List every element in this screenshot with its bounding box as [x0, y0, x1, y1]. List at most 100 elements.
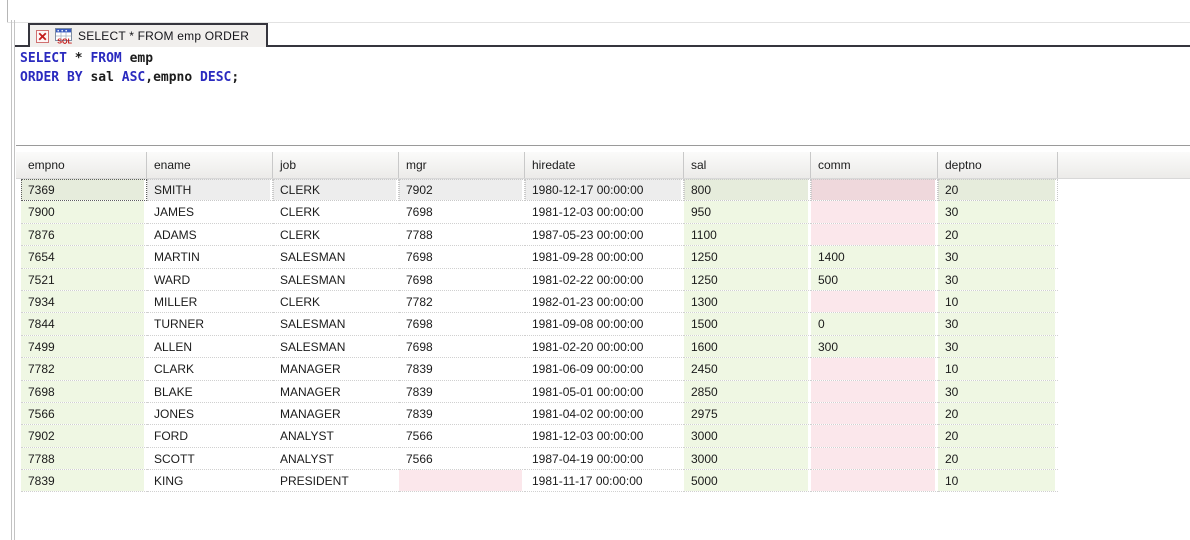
grid-cell-job[interactable]: CLERK	[273, 201, 399, 224]
table-row[interactable]: 7499 ALLEN SALESMAN 7698 1981-02-20 00:00:00…	[16, 335, 1190, 359]
grid-cell-sal[interactable]: 1250	[684, 246, 811, 269]
grid-cell-ename[interactable]: JONES	[147, 402, 273, 426]
grid-cell-job[interactable]: SALESMAN	[273, 313, 399, 336]
grid-cell-hiredate[interactable]: 1981-12-03 00:00:00	[525, 201, 684, 224]
grid-cell-deptno[interactable]: 30	[938, 246, 1058, 269]
grid-cell-empno[interactable]: 7654	[21, 246, 147, 269]
grid-cell-mgr[interactable]: 7839	[399, 402, 525, 426]
table-row[interactable]: 7521 WARD SALESMAN 7698 1981-02-22 00:00:00 1…	[16, 268, 1190, 291]
grid-cell-sal[interactable]: 1600	[684, 335, 811, 359]
grid-cell-ename[interactable]: WARD	[147, 268, 273, 291]
grid-cell-job[interactable]: CLERK	[273, 179, 399, 202]
grid-cell-empno[interactable]: 7782	[21, 358, 147, 381]
grid-cell-ename[interactable]: SCOTT	[147, 447, 273, 471]
grid-cell-job[interactable]: MANAGER	[273, 402, 399, 426]
table-row[interactable]: 7902 FORD ANALYST 7566 1981-12-03 00:00:00 30…	[16, 425, 1190, 448]
grid-cell-comm[interactable]: 0	[811, 313, 938, 336]
grid-cell-mgr[interactable]: 7566	[399, 447, 525, 471]
grid-cell-empno[interactable]: 7788	[21, 447, 147, 471]
grid-cell-deptno[interactable]: 20	[938, 447, 1058, 471]
grid-cell-sal[interactable]: 800	[684, 179, 811, 202]
grid-cell-mgr[interactable]: 7698	[399, 201, 525, 224]
tab-sql-statement[interactable]: SQL SELECT * FROM emp ORDER	[28, 23, 268, 47]
grid-cell-empno[interactable]: 7839	[21, 470, 147, 493]
grid-cell-comm[interactable]	[811, 179, 938, 202]
grid-cell-hiredate[interactable]: 1981-11-17 00:00:00	[525, 470, 684, 493]
grid-cell-sal[interactable]: 950	[684, 201, 811, 224]
column-header-hiredate[interactable]: hiredate	[525, 152, 684, 178]
grid-cell-sal[interactable]: 2850	[684, 380, 811, 403]
grid-cell-comm[interactable]	[811, 425, 938, 448]
grid-cell-job[interactable]: CLERK	[273, 290, 399, 314]
grid-cell-job[interactable]: SALESMAN	[273, 335, 399, 359]
grid-cell-ename[interactable]: KING	[147, 470, 273, 493]
table-row[interactable]: 7698 BLAKE MANAGER 7839 1981-05-01 00:00:00 2…	[16, 380, 1190, 403]
table-row[interactable]: 7844 TURNER SALESMAN 7698 1981-09-08 00:00:0…	[16, 313, 1190, 336]
column-header-sal[interactable]: sal	[684, 152, 811, 178]
grid-cell-hiredate[interactable]: 1981-02-22 00:00:00	[525, 268, 684, 291]
column-header-job[interactable]: job	[273, 152, 399, 178]
column-header-empno[interactable]: empno	[21, 152, 147, 178]
grid-cell-ename[interactable]: FORD	[147, 425, 273, 448]
grid-cell-job[interactable]: PRESIDENT	[273, 470, 399, 493]
grid-cell-ename[interactable]: ADAMS	[147, 223, 273, 247]
grid-cell-comm[interactable]	[811, 402, 938, 426]
grid-cell-hiredate[interactable]: 1981-06-09 00:00:00	[525, 358, 684, 381]
grid-cell-job[interactable]: SALESMAN	[273, 246, 399, 269]
grid-cell-empno[interactable]: 7844	[21, 313, 147, 336]
sql-editor[interactable]: SELECT * FROM emp ORDER BY sal ASC,empno …	[16, 47, 1190, 146]
grid-cell-ename[interactable]: ALLEN	[147, 335, 273, 359]
grid-cell-hiredate[interactable]: 1981-02-20 00:00:00	[525, 335, 684, 359]
grid-cell-empno[interactable]: 7521	[21, 268, 147, 291]
grid-cell-ename[interactable]: CLARK	[147, 358, 273, 381]
grid-cell-comm[interactable]	[811, 290, 938, 314]
table-row[interactable]: 7839 KING PRESIDENT 1981-11-17 00:00:00 5000…	[16, 470, 1190, 493]
grid-cell-comm[interactable]	[811, 380, 938, 403]
grid-cell-empno[interactable]: 7934	[21, 290, 147, 314]
grid-cell-comm[interactable]	[811, 470, 938, 493]
grid-cell-job[interactable]: ANALYST	[273, 447, 399, 471]
grid-cell-hiredate[interactable]: 1981-05-01 00:00:00	[525, 380, 684, 403]
grid-cell-empno[interactable]: 7876	[21, 223, 147, 247]
grid-cell-deptno[interactable]: 10	[938, 470, 1058, 493]
grid-cell-hiredate[interactable]: 1981-09-08 00:00:00	[525, 313, 684, 336]
grid-cell-mgr[interactable]: 7698	[399, 313, 525, 336]
grid-cell-ename[interactable]: SMITH	[147, 179, 273, 202]
grid-cell-mgr[interactable]: 7839	[399, 358, 525, 381]
grid-cell-deptno[interactable]: 30	[938, 313, 1058, 336]
grid-cell-sal[interactable]: 2975	[684, 402, 811, 426]
grid-cell-job[interactable]: ANALYST	[273, 425, 399, 448]
grid-cell-ename[interactable]: TURNER	[147, 313, 273, 336]
table-row[interactable]: 7788 SCOTT ANALYST 7566 1987-04-19 00:00:00 3…	[16, 447, 1190, 471]
grid-cell-ename[interactable]: BLAKE	[147, 380, 273, 403]
grid-cell-sal[interactable]: 1250	[684, 268, 811, 291]
grid-cell-empno[interactable]: 7566	[21, 402, 147, 426]
grid-cell-deptno[interactable]: 30	[938, 268, 1058, 291]
grid-cell-hiredate[interactable]: 1987-04-19 00:00:00	[525, 447, 684, 471]
grid-cell-ename[interactable]: JAMES	[147, 201, 273, 224]
close-icon[interactable]	[36, 29, 49, 43]
grid-cell-deptno[interactable]: 30	[938, 335, 1058, 359]
grid-cell-sal[interactable]: 3000	[684, 447, 811, 471]
grid-cell-comm[interactable]	[811, 223, 938, 247]
grid-cell-deptno[interactable]: 20	[938, 179, 1058, 202]
grid-cell-mgr[interactable]	[399, 470, 525, 493]
grid-cell-empno[interactable]: 7499	[21, 335, 147, 359]
grid-cell-comm[interactable]	[811, 358, 938, 381]
grid-cell-mgr[interactable]: 7839	[399, 380, 525, 403]
table-row[interactable]: 7369 SMITH CLERK 7902 1980-12-17 00:00:00 800…	[16, 179, 1190, 202]
grid-cell-hiredate[interactable]: 1981-09-28 00:00:00	[525, 246, 684, 269]
grid-cell-mgr[interactable]: 7902	[399, 179, 525, 202]
grid-cell-sal[interactable]: 5000	[684, 470, 811, 493]
grid-cell-deptno[interactable]: 10	[938, 290, 1058, 314]
grid-cell-hiredate[interactable]: 1987-05-23 00:00:00	[525, 223, 684, 247]
grid-cell-empno[interactable]: 7902	[21, 425, 147, 448]
grid-cell-comm[interactable]: 300	[811, 335, 938, 359]
grid-cell-deptno[interactable]: 30	[938, 201, 1058, 224]
grid-cell-hiredate[interactable]: 1981-12-03 00:00:00	[525, 425, 684, 448]
table-row[interactable]: 7654 MARTIN SALESMAN 7698 1981-09-28 00:00:0…	[16, 246, 1190, 269]
grid-cell-sal[interactable]: 1300	[684, 290, 811, 314]
grid-cell-job[interactable]: SALESMAN	[273, 268, 399, 291]
grid-cell-job[interactable]: MANAGER	[273, 380, 399, 403]
grid-cell-mgr[interactable]: 7788	[399, 223, 525, 247]
